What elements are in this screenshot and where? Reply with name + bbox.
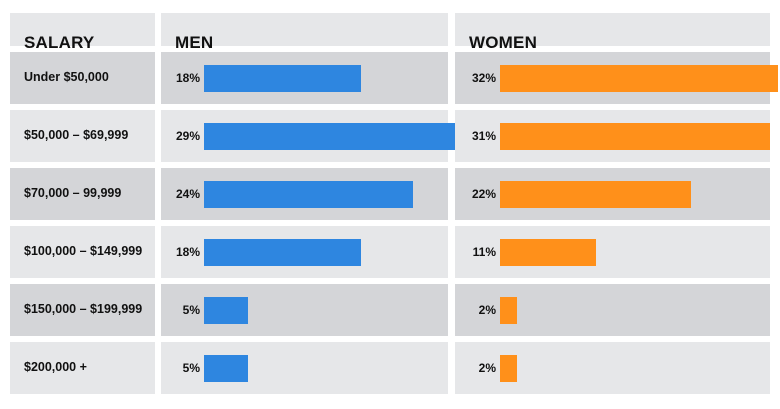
header-women: WOMEN <box>455 13 770 52</box>
women-cell: 32% <box>455 52 779 104</box>
category-label: $100,000 – $149,999 <box>24 244 143 258</box>
women-value-label: 32% <box>471 71 496 85</box>
header-salary-label: SALARY <box>24 33 95 52</box>
men-cell: 29% <box>161 110 457 162</box>
row-label-cell: $50,000 – $69,999 <box>10 110 155 162</box>
women-value-label: 2% <box>478 361 496 375</box>
women-bar <box>500 122 770 150</box>
women-bar <box>500 64 779 92</box>
men-cell: 5% <box>161 284 448 336</box>
category-label: $150,000 – $199,999 <box>24 302 143 316</box>
men-cell: 18% <box>161 226 448 278</box>
men-value-label: 29% <box>175 129 200 143</box>
women-value-label: 22% <box>471 187 496 201</box>
men-bar <box>204 180 413 208</box>
women-cell: 2% <box>455 342 770 394</box>
category-label: $200,000 + <box>24 360 87 374</box>
header-women-label: WOMEN <box>469 33 538 52</box>
women-value-label: 11% <box>472 245 496 259</box>
row-label-cell: $150,000 – $199,999 <box>10 284 155 336</box>
men-value-label: 24% <box>175 187 200 201</box>
category-label: $70,000 – 99,999 <box>24 186 122 200</box>
row-label-cell: $100,000 – $149,999 <box>10 226 155 278</box>
men-bar <box>204 354 248 382</box>
men-bar <box>204 296 248 324</box>
category-label: $50,000 – $69,999 <box>24 128 129 142</box>
men-value-label: 5% <box>182 303 200 317</box>
women-value-label: 31% <box>471 129 496 143</box>
men-bar <box>204 64 361 92</box>
men-value-label: 18% <box>175 245 200 259</box>
women-bar <box>500 296 518 324</box>
row-label-cell: $200,000 + <box>10 342 155 394</box>
category-label: Under $50,000 <box>24 70 109 84</box>
row-label-cell: $70,000 – 99,999 <box>10 168 155 220</box>
men-value-label: 18% <box>175 71 200 85</box>
men-bar <box>204 122 457 150</box>
header-men: MEN <box>161 13 448 52</box>
row-label-cell: Under $50,000 <box>10 52 155 104</box>
women-cell: 11% <box>455 226 770 278</box>
header-salary: SALARY <box>10 13 155 52</box>
women-bar <box>500 180 692 208</box>
men-cell: 24% <box>161 168 448 220</box>
women-cell: 2% <box>455 284 770 336</box>
women-value-label: 2% <box>478 303 496 317</box>
men-cell: 5% <box>161 342 448 394</box>
header-men-label: MEN <box>175 33 214 52</box>
women-cell: 31% <box>455 110 770 162</box>
men-cell: 18% <box>161 52 448 104</box>
men-value-label: 5% <box>182 361 200 375</box>
women-bar <box>500 238 596 266</box>
men-bar <box>204 238 361 266</box>
women-cell: 22% <box>455 168 770 220</box>
women-bar <box>500 354 518 382</box>
